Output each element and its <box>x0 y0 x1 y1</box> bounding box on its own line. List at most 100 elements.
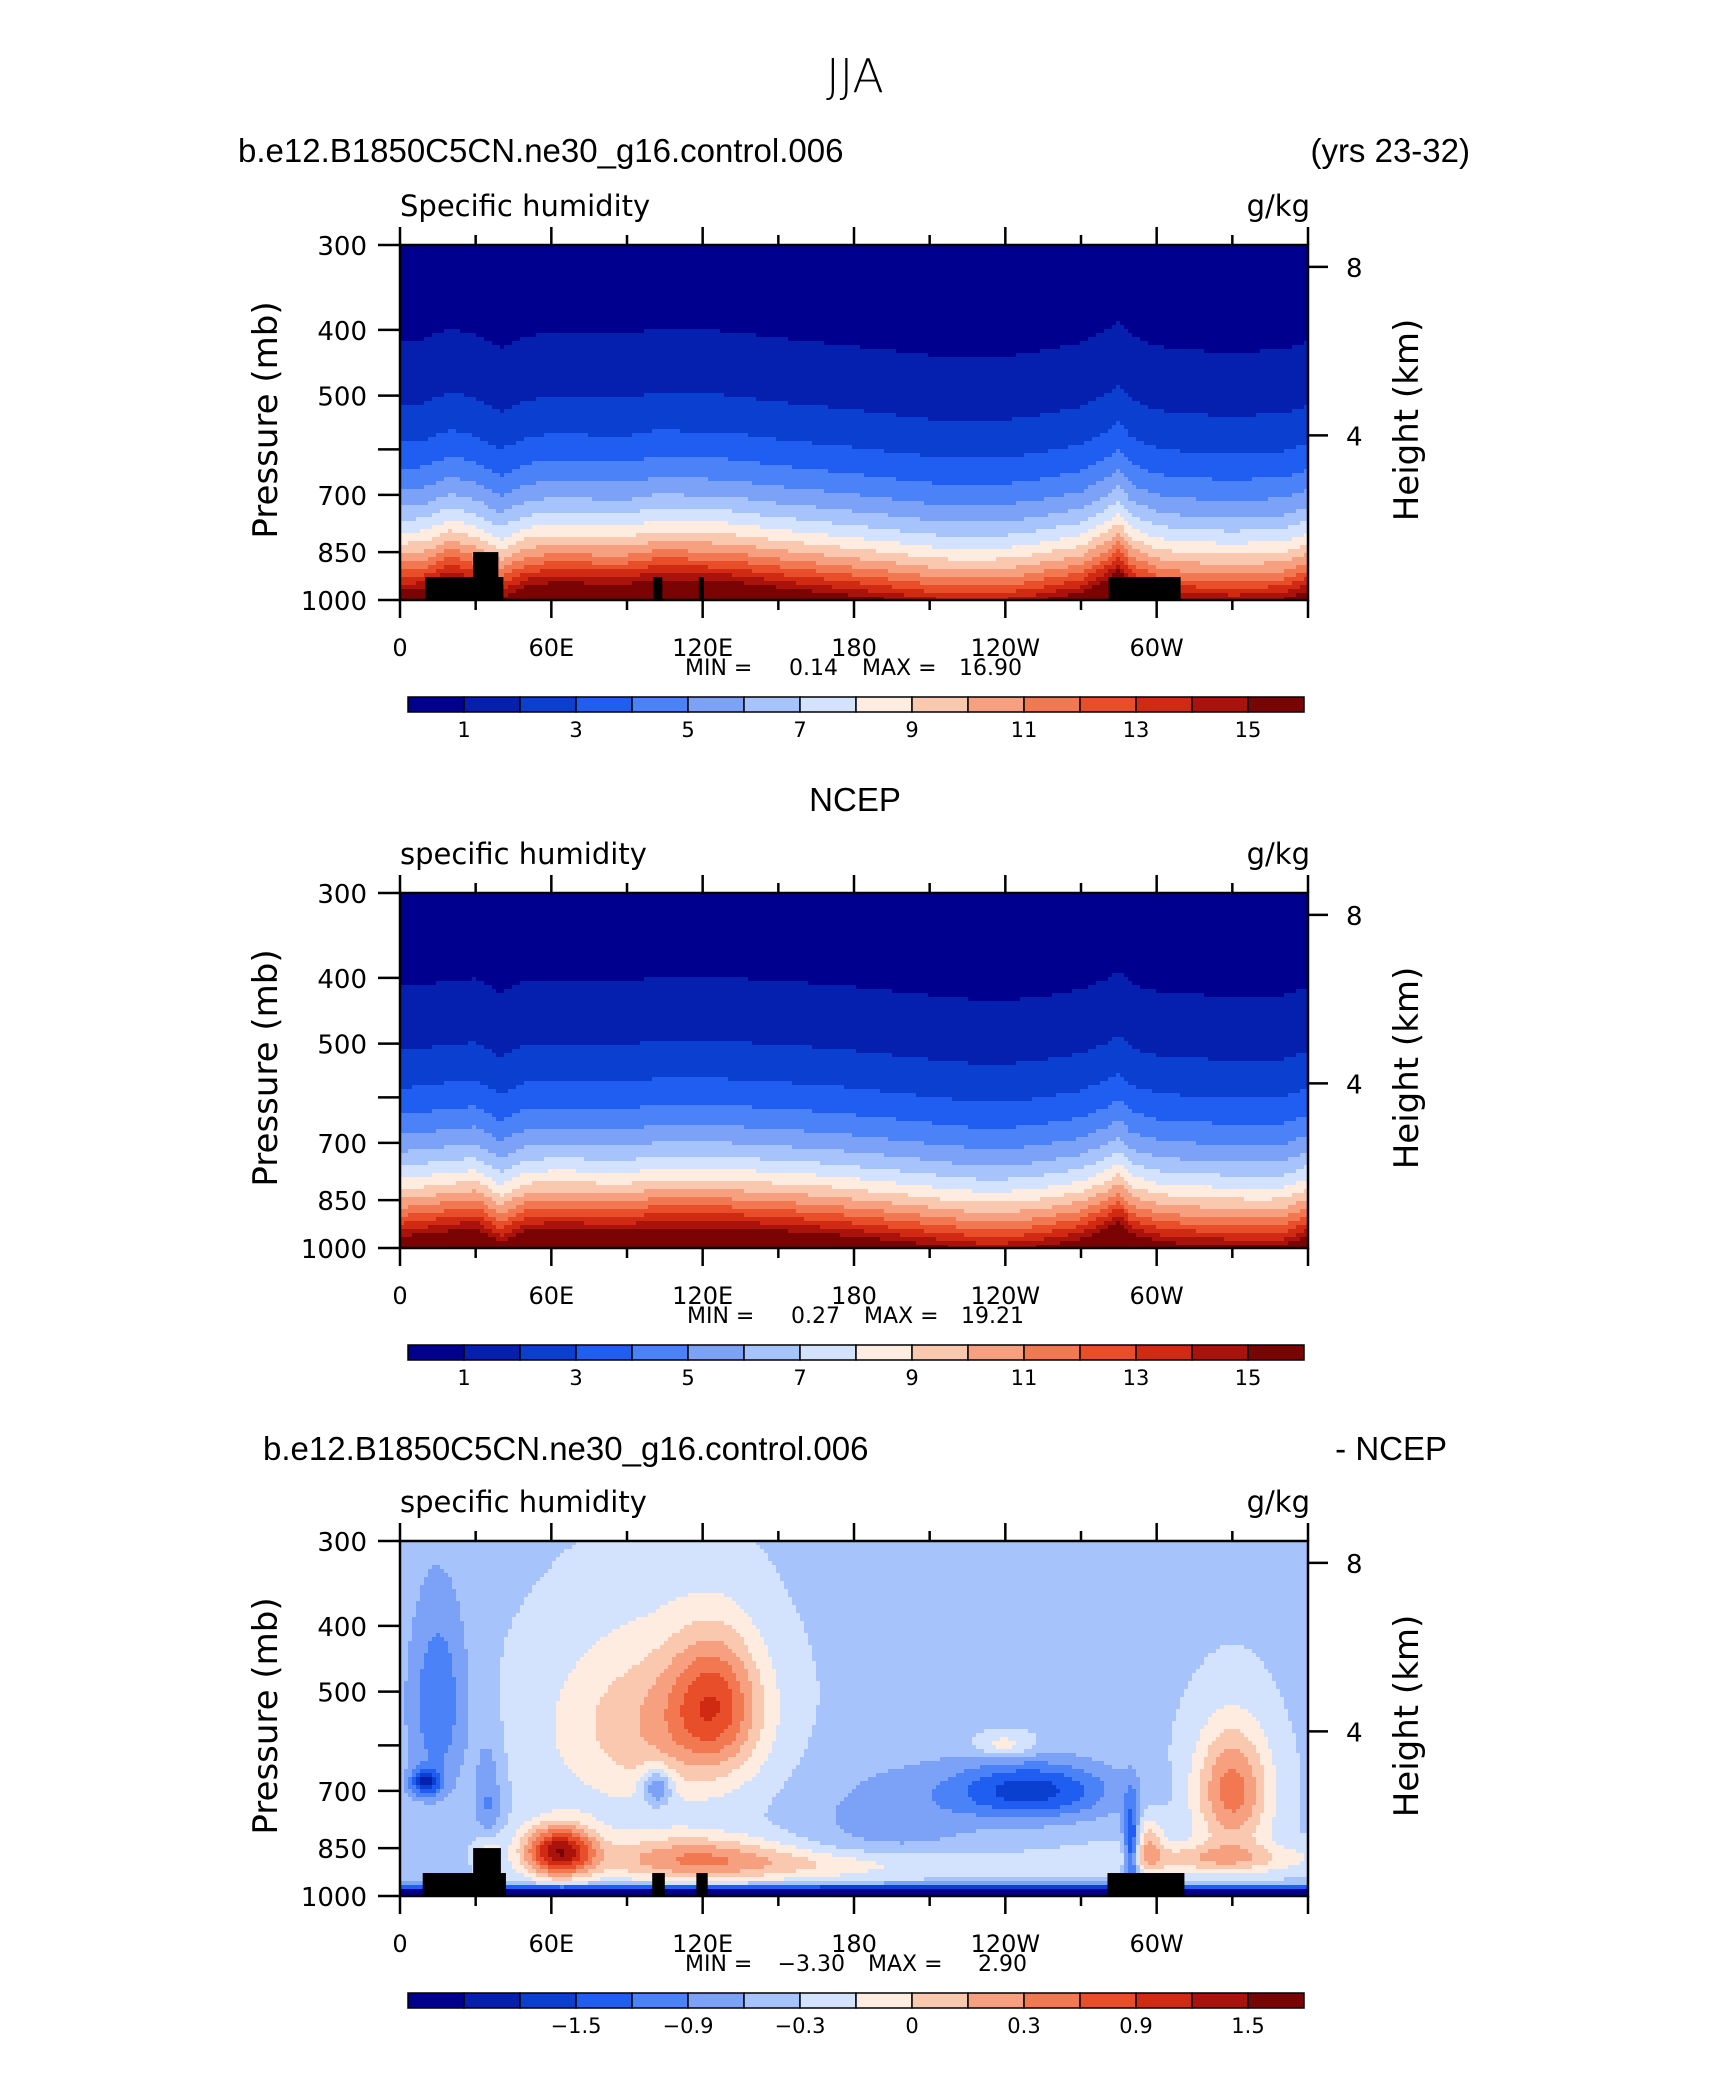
field-cell <box>636 1221 760 1226</box>
field-cell <box>476 1793 500 1798</box>
field-cell <box>1300 1829 1308 1834</box>
colorbar-label: 7 <box>793 718 806 742</box>
field-cell <box>408 1741 424 1746</box>
field-cell <box>1208 1745 1256 1750</box>
field-cell <box>1116 557 1120 562</box>
y-tick-right-label: 4 <box>1346 1718 1363 1748</box>
field-cell <box>1128 1857 1132 1862</box>
field-cell <box>836 1821 1076 1826</box>
field-cell <box>484 1209 496 1214</box>
field-cell <box>1248 1709 1288 1714</box>
field-cell <box>892 1201 1072 1206</box>
field-cell <box>400 361 1308 366</box>
field-cell <box>1124 1197 1140 1202</box>
y-tick-label: 500 <box>317 1031 367 1061</box>
field-cell <box>400 1013 1308 1018</box>
field-cell <box>1104 1761 1172 1766</box>
field-cell <box>672 1685 688 1690</box>
field-cell <box>1208 1829 1256 1834</box>
field-cell <box>440 509 464 514</box>
field-cell <box>1116 385 1120 390</box>
field-cell <box>1256 1793 1264 1798</box>
field-cell <box>768 537 864 542</box>
field-cell <box>744 1661 756 1666</box>
field-cell <box>520 1609 656 1614</box>
colorbar-box <box>1135 696 1193 713</box>
field-cell <box>1136 1789 1140 1794</box>
field-cell <box>656 1677 676 1682</box>
field-cell <box>760 1629 804 1634</box>
field-cell <box>408 1641 428 1646</box>
field-cell <box>660 1605 740 1610</box>
field-cell <box>752 1709 764 1714</box>
field-cell <box>560 1753 608 1758</box>
field-cell <box>1088 1149 1136 1154</box>
field-cell <box>1080 1089 1152 1094</box>
field-cell <box>1044 497 1100 502</box>
field-cell <box>400 1101 1112 1106</box>
field-cell <box>400 1005 1308 1010</box>
field-cell <box>1192 1829 1208 1834</box>
field-cell <box>892 1053 1072 1058</box>
field-cell <box>468 1657 500 1662</box>
field-cell <box>660 1645 688 1650</box>
field-cell <box>512 469 828 474</box>
field-cell <box>932 1121 1048 1126</box>
field-cell <box>816 1673 1192 1678</box>
field-cell <box>1276 1813 1300 1818</box>
field-cell <box>772 1661 816 1666</box>
field-cell <box>408 1653 424 1658</box>
field-cell <box>600 1701 644 1706</box>
field-cell <box>1140 1793 1172 1798</box>
field-cell <box>1144 1229 1196 1234</box>
field-cell <box>1120 1193 1132 1198</box>
field-cell <box>1204 1813 1216 1818</box>
field-cell <box>428 1641 448 1646</box>
field-cell <box>1296 989 1308 994</box>
field-cell <box>1116 485 1120 490</box>
field-cell <box>816 561 896 566</box>
field-cell <box>564 1757 612 1762</box>
field-cell <box>424 1733 452 1738</box>
field-cell <box>444 1081 480 1086</box>
field-cell <box>1092 565 1104 570</box>
field-cell <box>1088 581 1100 586</box>
field-cell <box>512 405 828 410</box>
field-cell <box>516 1833 524 1838</box>
field-cell <box>1200 1789 1208 1794</box>
field-cell <box>1076 545 1096 550</box>
field-cell <box>1068 573 1088 578</box>
field-cell <box>412 1085 488 1090</box>
field-cell <box>896 1181 1072 1186</box>
field-cell <box>788 1589 1308 1594</box>
field-cell <box>1128 1821 1132 1826</box>
field-cell <box>680 1793 724 1798</box>
x-tick-label: 60E <box>528 1930 574 1958</box>
field-cell <box>1188 1781 1200 1786</box>
field-cell <box>596 1853 604 1858</box>
field-cell <box>520 1605 660 1610</box>
field-cell <box>432 1045 484 1050</box>
field-cell <box>1108 1189 1128 1194</box>
field-cell <box>760 1737 776 1742</box>
field-cell <box>1120 1821 1124 1826</box>
field-cell <box>520 1857 524 1862</box>
field-cell <box>428 1649 448 1654</box>
field-cell <box>400 1833 496 1838</box>
field-cell <box>732 1625 756 1630</box>
field-cell <box>420 1769 436 1774</box>
field-cell <box>436 981 484 986</box>
field-cell <box>412 1617 460 1622</box>
field-cell <box>1176 1709 1216 1714</box>
field-cell <box>400 1801 424 1806</box>
field-cell <box>664 1641 696 1646</box>
field-cell <box>512 553 544 558</box>
field-cell <box>1220 1753 1244 1758</box>
field-cell <box>1128 533 1148 538</box>
field-cell <box>648 1653 676 1658</box>
field-cell <box>1132 481 1308 486</box>
field-cell <box>776 1569 1308 1574</box>
field-cell <box>644 1189 744 1194</box>
field-cell <box>532 1877 552 1882</box>
field-cell <box>820 1685 1188 1690</box>
